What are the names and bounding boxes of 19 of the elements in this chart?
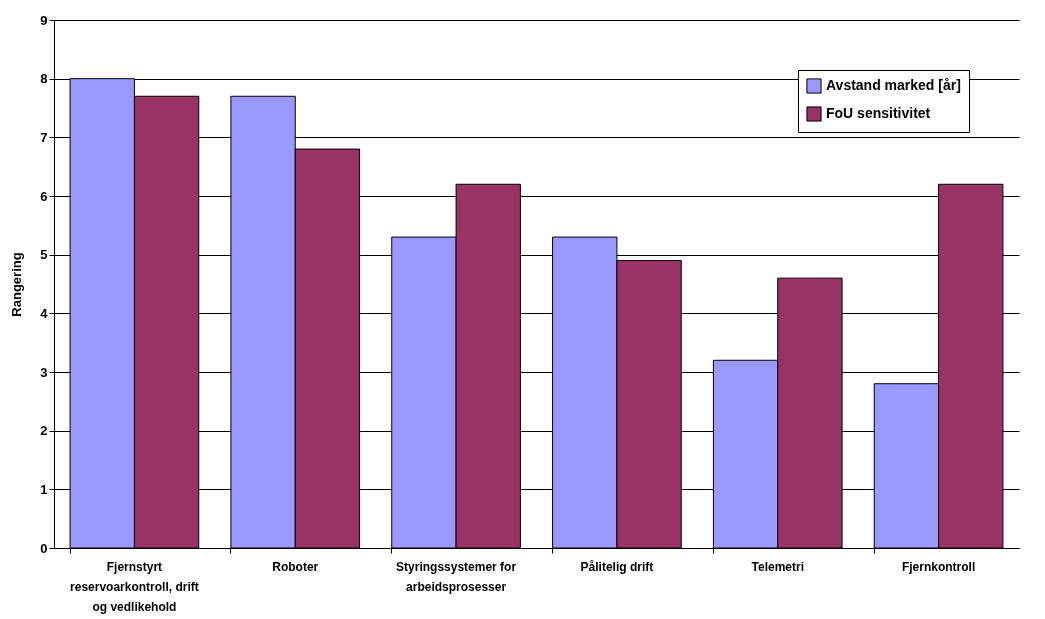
y-tick-label: 3	[40, 364, 48, 380]
x-tick-label: Telemetri	[751, 559, 804, 574]
x-tick-label: Pålitelig drift	[580, 559, 654, 574]
y-tick-label: 7	[40, 129, 48, 145]
y-tick-label: 1	[40, 481, 48, 497]
y-tick-label: 0	[40, 540, 48, 556]
y-tick-label: 6	[40, 188, 48, 204]
x-tick-label: Fjernkontroll	[901, 559, 976, 574]
y-tick-label: 9	[40, 12, 48, 28]
y-tick-label: 5	[40, 247, 48, 263]
y-axis-title: Rangering	[9, 252, 25, 317]
x-tick-label: Roboter	[272, 559, 319, 574]
legend-label: Avstand marked [år]	[826, 77, 961, 93]
legend-label: FoU sensitivitet	[826, 105, 931, 121]
y-tick-label: 2	[40, 423, 48, 439]
y-tick-label: 8	[40, 71, 48, 87]
x-tick-label: Styringssystemer for arbeidsprosesser	[396, 559, 517, 594]
y-tick-label: 4	[40, 305, 49, 321]
x-tick-label: Fjernstyrt reservoarkontroll, drift og vedlikehold	[70, 559, 199, 614]
